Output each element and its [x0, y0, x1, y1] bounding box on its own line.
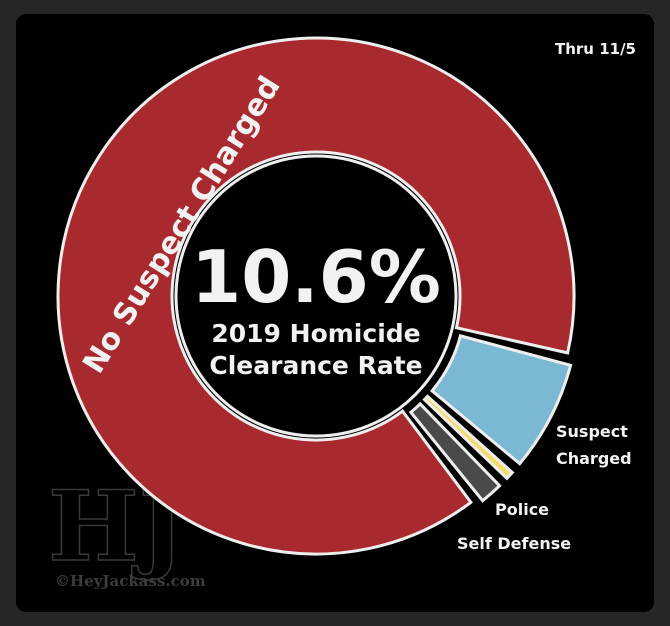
label-suspect-charged-2: Charged [556, 449, 632, 468]
slice-no-suspect-charged [56, 36, 576, 556]
center-line2: Clearance Rate [209, 351, 422, 380]
label-police: Police [495, 500, 549, 519]
slice-suspect-charged [429, 334, 573, 466]
slice-self-defense [408, 401, 502, 503]
slice-police [422, 394, 515, 481]
donut-hole [174, 154, 458, 438]
center-value: 10.6% [191, 235, 441, 319]
watermark-text: ©HeyJackass.com [55, 572, 206, 590]
subtitle: Thru 11/5 [555, 40, 636, 58]
center-line1: 2019 Homicide [211, 319, 420, 348]
label-suspect-charged-1: Suspect [556, 422, 628, 441]
label-self-defense: Self Defense [457, 534, 571, 553]
